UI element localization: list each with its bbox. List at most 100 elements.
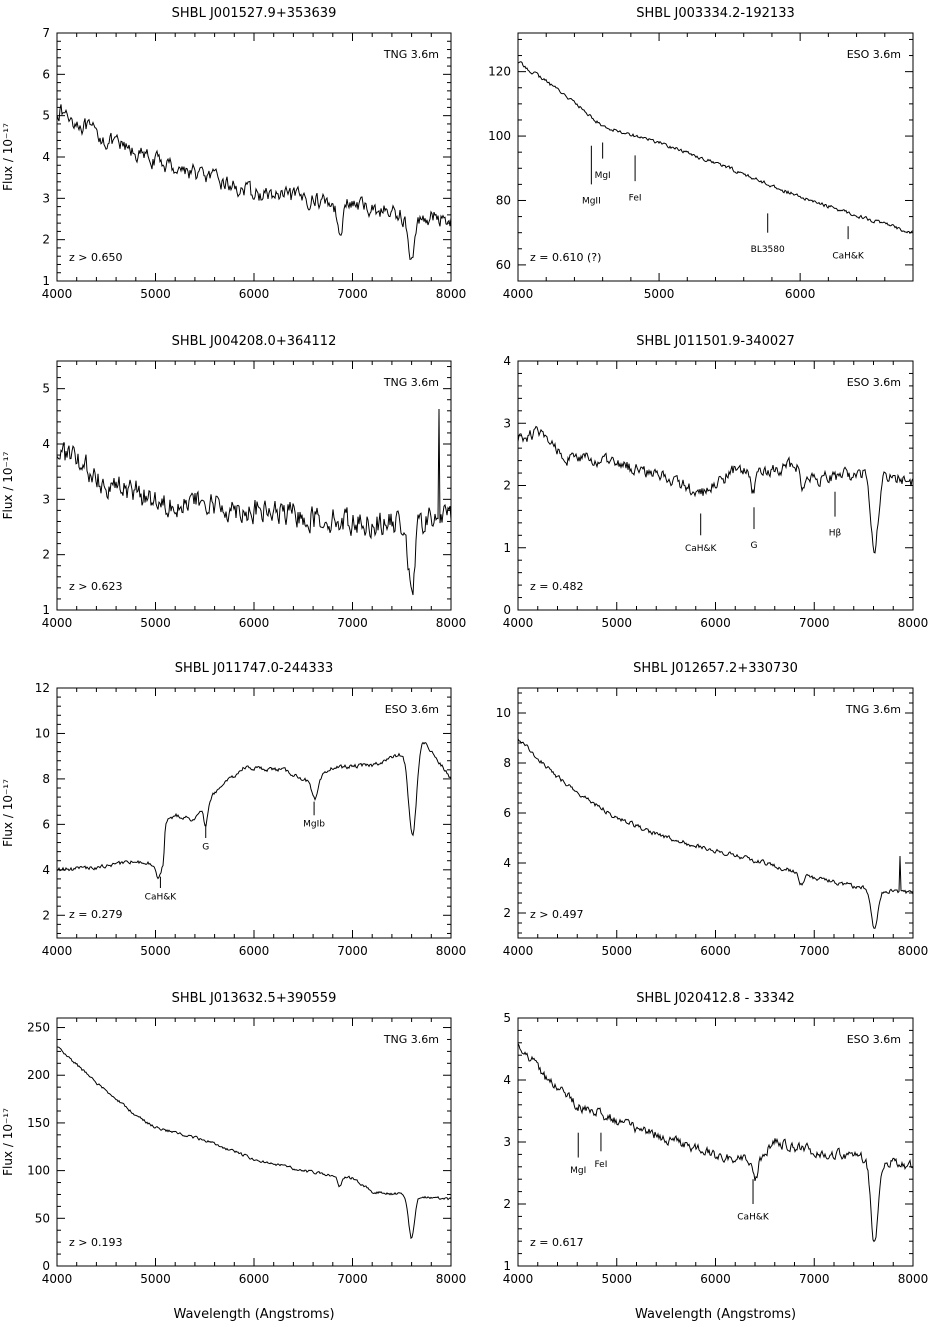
line-marker-label: MgIb [303, 820, 325, 830]
y-tick-label: 2 [503, 1197, 511, 1211]
x-tick-label: 6000 [239, 1272, 270, 1286]
y-tick-label: 10 [496, 706, 511, 720]
y-tick-label: 8 [503, 756, 511, 770]
y-tick-label: 2 [42, 548, 50, 562]
spectrum-line [56, 1046, 452, 1240]
x-tick-label: 5000 [140, 1272, 171, 1286]
redshift-label: z > 0.650 [69, 251, 122, 264]
x-tick-label: 5000 [140, 616, 171, 630]
line-marker-label: CaH&K [145, 892, 178, 902]
line-marker-label: G [202, 842, 209, 852]
x-tick-label: 4000 [503, 944, 534, 958]
y-tick-label: 250 [27, 1021, 50, 1035]
y-tick-label: 4 [42, 863, 50, 877]
line-marker-label: MgII [582, 197, 601, 207]
panel-title: SHBL J003334.2-192133 [636, 6, 795, 21]
y-tick-label: 1 [42, 274, 50, 288]
y-tick-label: 3 [503, 1135, 511, 1149]
x-tick-label: 4000 [42, 944, 73, 958]
x-tick-label: 6000 [239, 287, 270, 301]
y-tick-label: 4 [42, 437, 50, 451]
y-tick-label: 2 [503, 906, 511, 920]
panel-title: SHBL J004208.0+364112 [172, 334, 337, 349]
spectrum-line [517, 61, 914, 234]
telescope-label: ESO 3.6m [847, 376, 901, 389]
x-tick-label: 6000 [239, 944, 270, 958]
y-tick-label: 3 [503, 416, 511, 430]
x-tick-label: 5000 [644, 287, 675, 301]
y-tick-label: 5 [42, 382, 50, 396]
plot-frame [517, 360, 914, 611]
spectrum-panel-2: SHBL J003334.2-192133 ESO 3.6m z = 0.610 (… [488, 6, 914, 301]
redshift-label: z = 0.617 [530, 1236, 583, 1249]
plot-frame [56, 32, 452, 282]
x-tick-label: 4000 [42, 287, 73, 301]
y-tick-label: 6 [503, 806, 511, 820]
x-tick-label: 8000 [436, 616, 467, 630]
spectrum-panel-1: SHBL J001527.9+353639 TNG 3.6m z > 0.650 40… [1, 6, 466, 301]
panel-title: SHBL J011501.9-340027 [636, 334, 795, 349]
y-tick-label: 120 [488, 65, 511, 79]
telescope-label: ESO 3.6m [847, 1033, 901, 1046]
y-tick-label: 50 [35, 1211, 50, 1225]
redshift-label: z > 0.193 [69, 1236, 122, 1249]
y-tick-label: 2 [42, 233, 50, 247]
plot-frame [56, 687, 452, 939]
redshift-label: z > 0.497 [530, 908, 583, 921]
spectrum-line [56, 104, 452, 261]
x-tick-label: 8000 [898, 1272, 929, 1286]
plot-frame [517, 32, 914, 282]
line-marker-label: CaH&K [685, 544, 718, 554]
x-tick-label: 6000 [700, 616, 731, 630]
spectrum-panel-8: SHBL J020412.8 - 33342 ESO 3.6m z = 0.617 4… [503, 991, 929, 1322]
line-marker-label: Hβ [829, 528, 842, 538]
spectrum-panel-6: SHBL J012657.2+330730 TNG 3.6m z > 0.497 40… [496, 661, 929, 958]
y-tick-label: 0 [503, 603, 511, 617]
x-axis-label: Wavelength (Angstroms) [635, 1307, 796, 1322]
line-marker-label: BL3580 [751, 245, 785, 255]
plot-frame [517, 687, 914, 939]
y-tick-label: 0 [42, 1259, 50, 1273]
x-tick-label: 4000 [503, 616, 534, 630]
x-tick-label: 6000 [785, 287, 816, 301]
x-tick-label: 5000 [601, 616, 632, 630]
redshift-label: z > 0.623 [69, 580, 122, 593]
x-tick-label: 8000 [898, 944, 929, 958]
spectrum-panel-5: SHBL J011747.0-244333 ESO 3.6m z = 0.279 40… [1, 661, 466, 958]
x-tick-label: 4000 [42, 616, 73, 630]
x-tick-label: 5000 [601, 944, 632, 958]
y-tick-label: 1 [42, 603, 50, 617]
y-tick-label: 3 [42, 492, 50, 506]
telescope-label: ESO 3.6m [847, 48, 901, 61]
line-marker-label: FeI [629, 193, 642, 203]
redshift-label: z = 0.279 [69, 908, 122, 921]
x-tick-label: 7000 [337, 616, 368, 630]
y-tick-label: 1 [503, 1259, 511, 1273]
y-tick-label: 4 [503, 354, 511, 368]
panel-title: SHBL J011747.0-244333 [175, 661, 334, 676]
panel-title: SHBL J012657.2+330730 [633, 661, 798, 676]
x-tick-label: 4000 [503, 1272, 534, 1286]
spectrum-line [517, 425, 914, 554]
y-tick-label: 4 [503, 856, 511, 870]
x-tick-label: 4000 [42, 1272, 73, 1286]
x-tick-label: 5000 [140, 287, 171, 301]
line-marker-label: MgI [570, 1166, 586, 1176]
y-axis-label: Flux / 10⁻¹⁷ [1, 1108, 15, 1176]
y-tick-label: 3 [42, 191, 50, 205]
x-tick-label: 6000 [700, 944, 731, 958]
y-tick-label: 100 [488, 129, 511, 143]
line-marker-label: CaH&K [832, 251, 865, 261]
spectrum-panel-7: SHBL J013632.5+390559 TNG 3.6m z > 0.193 40… [1, 991, 466, 1322]
y-tick-label: 8 [42, 772, 50, 786]
y-tick-label: 5 [503, 1011, 511, 1025]
x-tick-label: 7000 [337, 1272, 368, 1286]
panel-title: SHBL J020412.8 - 33342 [636, 991, 795, 1006]
y-tick-label: 80 [496, 193, 511, 207]
spectrum-panel-3: SHBL J004208.0+364112 TNG 3.6m z > 0.623 40… [1, 334, 466, 630]
telescope-label: ESO 3.6m [385, 703, 439, 716]
x-tick-label: 6000 [239, 616, 270, 630]
line-marker-label: CaH&K [737, 1213, 770, 1223]
